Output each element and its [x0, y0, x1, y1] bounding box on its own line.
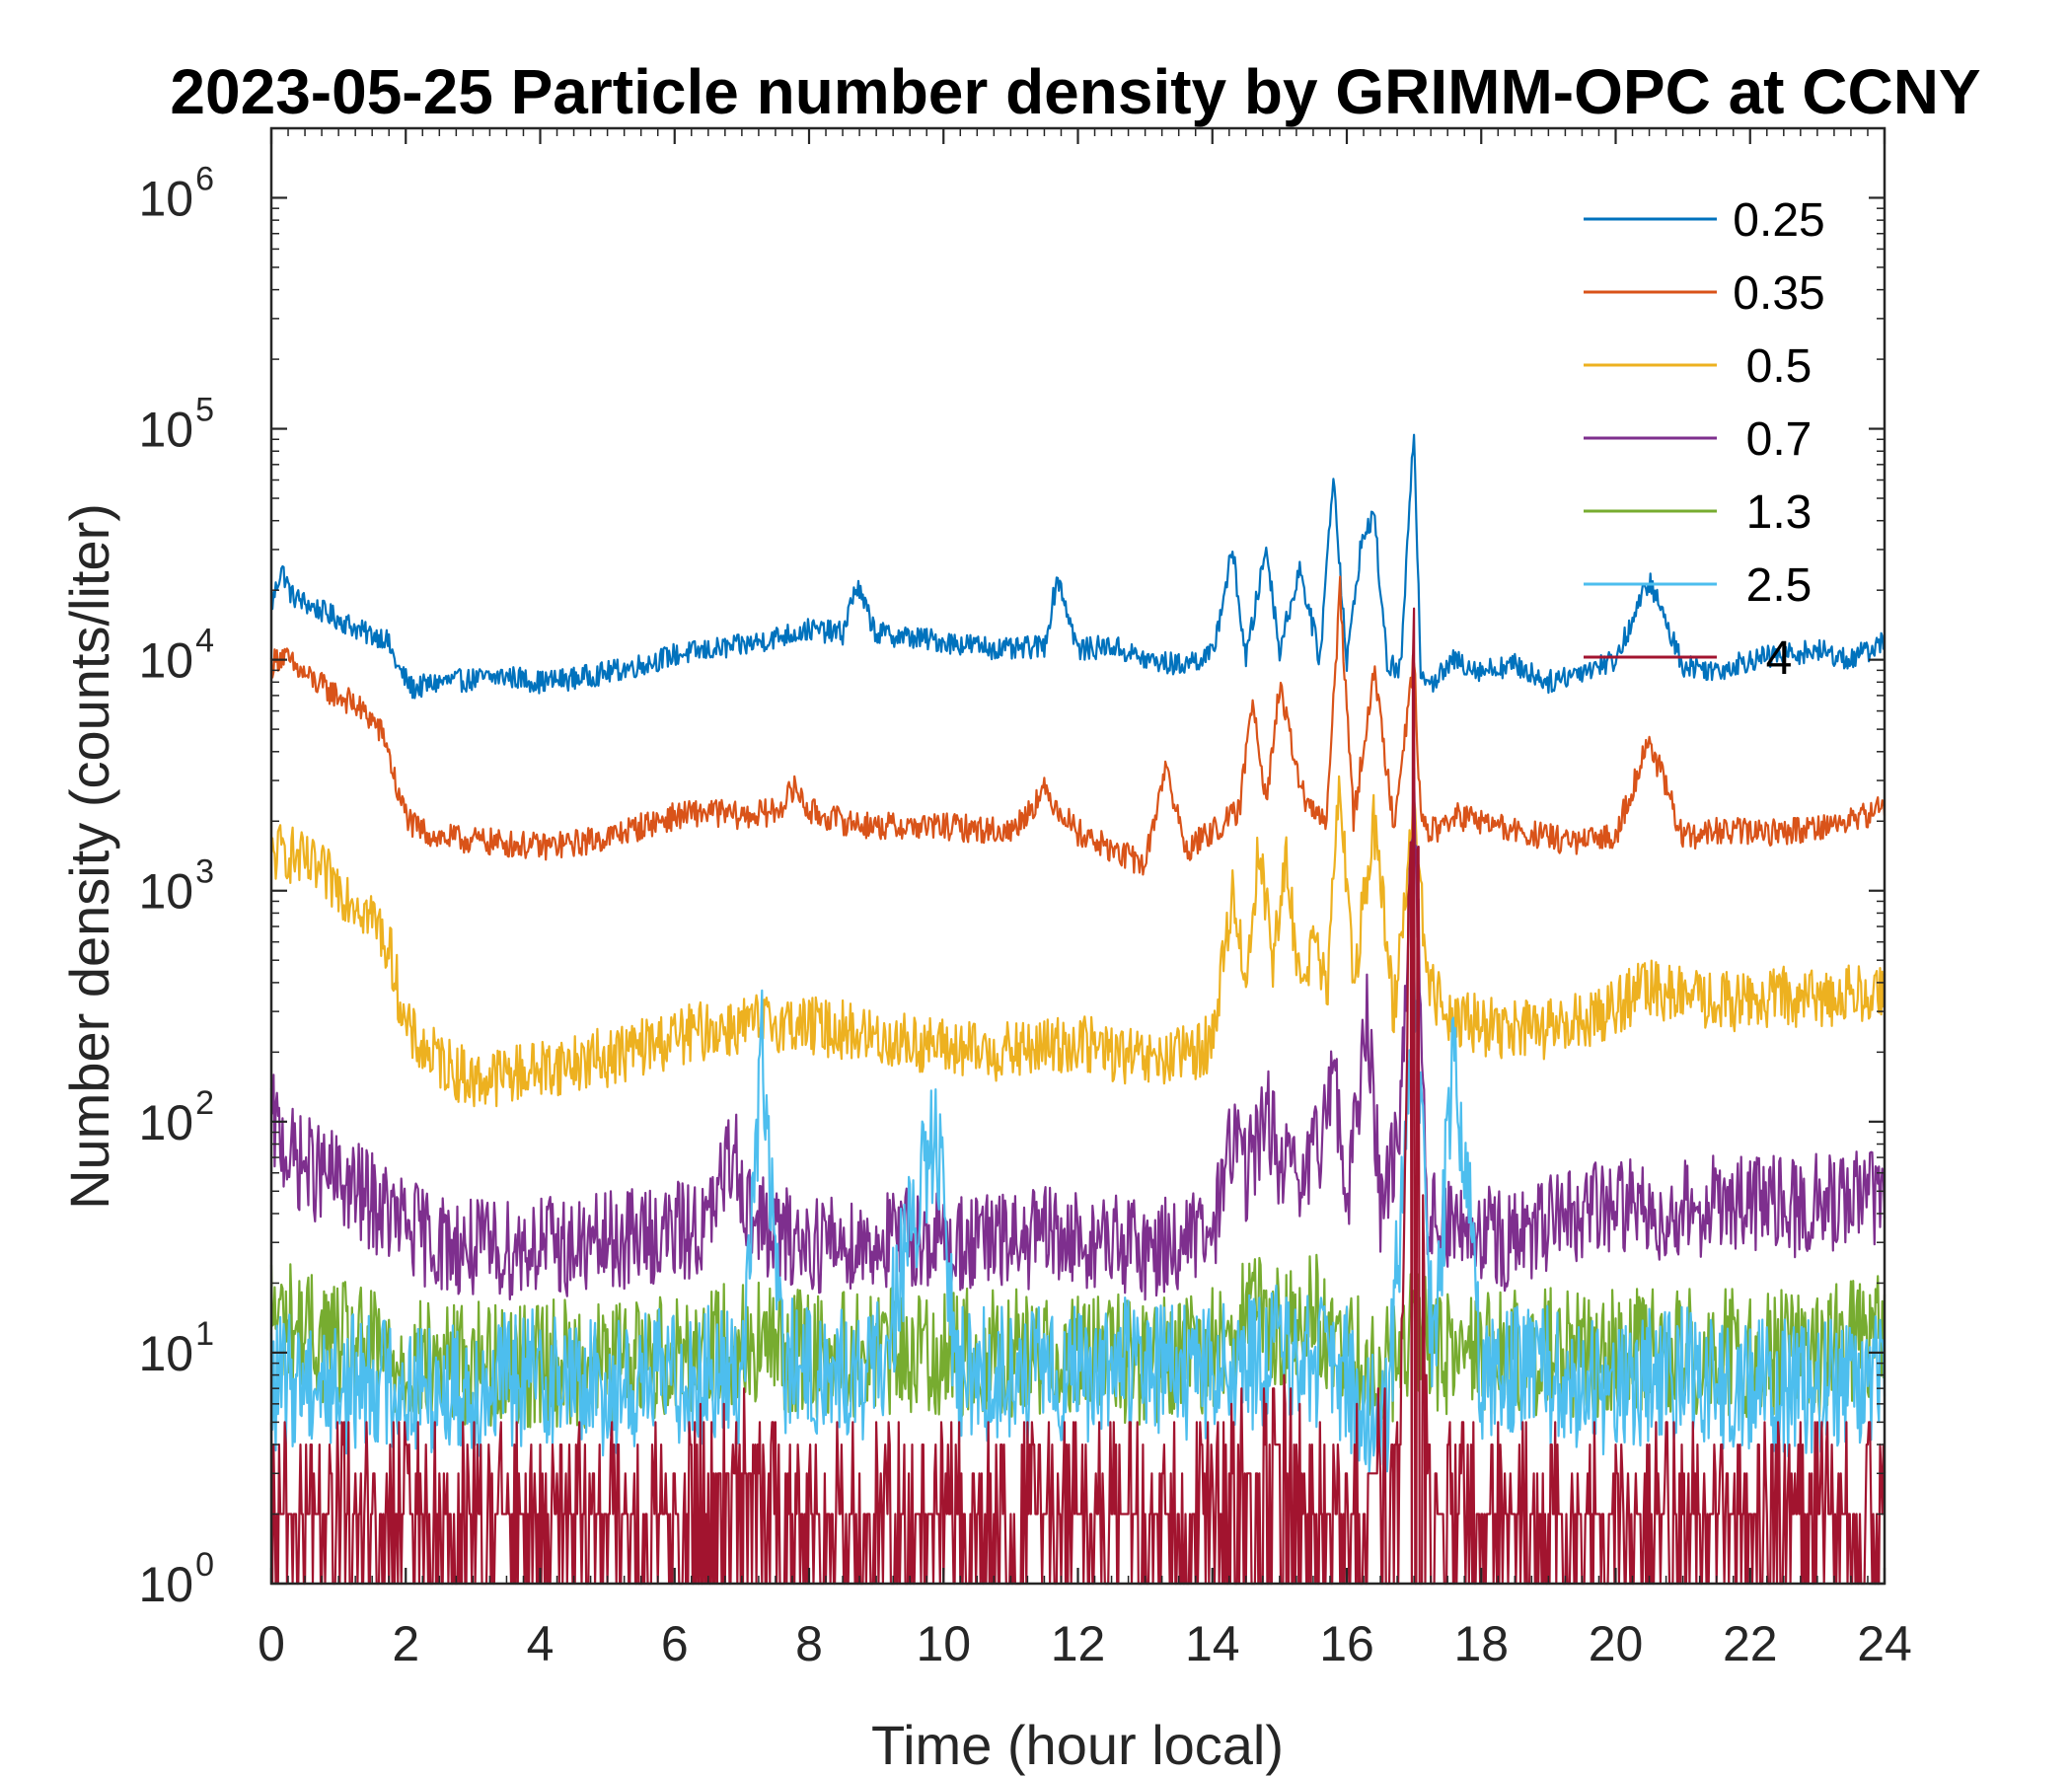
x-axis-label: Time (hour local) [871, 1714, 1284, 1776]
y-axis-label: Number density (counts/liter) [58, 503, 120, 1210]
y-tick-exponent: 5 [195, 392, 214, 429]
legend: 0.25 0.35 0.5 0.7 1.3 2.5 4 [1584, 194, 1825, 685]
y-tick-exponent: 6 [195, 160, 214, 197]
y-tick-exponent: 3 [195, 853, 214, 891]
x-axis-ticks: 0 2 4 6 8 10 12 14 16 18 20 22 24 [258, 128, 1912, 1671]
legend-label: 0.5 [1746, 340, 1813, 393]
legend-label: 0.35 [1733, 267, 1824, 320]
y-tick-exponent: 2 [195, 1084, 214, 1122]
legend-label: 2.5 [1746, 559, 1813, 612]
y-tick-label: 101 [138, 1315, 214, 1381]
x-tick-label: 20 [1589, 1616, 1644, 1671]
x-tick-label: 10 [916, 1616, 971, 1671]
legend-label: 1.3 [1746, 486, 1813, 539]
y-tick-label: 103 [138, 853, 214, 920]
x-tick-label: 14 [1185, 1616, 1240, 1671]
series-line-2-5 [269, 957, 1887, 1474]
series-line-0-25 [269, 433, 1887, 700]
y-tick-exponent: 0 [195, 1546, 214, 1584]
plot-frame [269, 126, 1887, 1586]
x-tick-label: 6 [661, 1616, 689, 1671]
y-tick-label: 105 [138, 392, 214, 458]
y-tick-label: 102 [138, 1084, 214, 1150]
x-tick-label: 2 [392, 1616, 419, 1671]
x-tick-label: 0 [258, 1616, 285, 1671]
legend-label: 0.25 [1733, 194, 1824, 247]
series-line-0-7 [269, 767, 1887, 1301]
x-tick-label: 18 [1453, 1616, 1509, 1671]
legend-label: 0.7 [1746, 413, 1813, 466]
x-tick-label: 22 [1723, 1616, 1778, 1671]
series-line-0-35 [269, 575, 1887, 876]
series-layer [269, 433, 1887, 1586]
x-tick-label: 24 [1857, 1616, 1912, 1671]
x-tick-label: 16 [1319, 1616, 1374, 1671]
series-line-4 [269, 607, 1887, 1586]
y-tick-label: 106 [138, 160, 214, 226]
chart-title: 2023-05-25 Particle number density by GR… [170, 56, 1980, 127]
series-line-1-3 [269, 1253, 1887, 1440]
legend-label: 4 [1766, 632, 1793, 685]
series-line-0-5 [270, 775, 1887, 1108]
y-tick-exponent: 1 [195, 1315, 214, 1353]
x-tick-label: 12 [1051, 1616, 1106, 1671]
y-tick-label: 104 [138, 623, 214, 689]
y-tick-label: 100 [138, 1546, 214, 1612]
x-tick-label: 8 [795, 1616, 823, 1671]
x-tick-label: 4 [527, 1616, 555, 1671]
y-tick-exponent: 4 [195, 623, 214, 660]
